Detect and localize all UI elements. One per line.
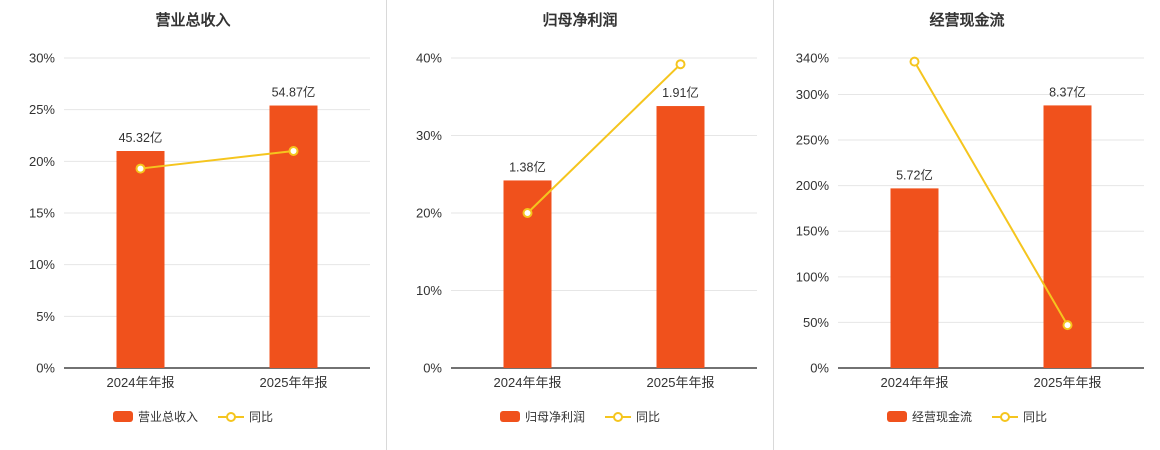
svg-text:10%: 10% [29,257,55,272]
svg-text:250%: 250% [796,133,830,148]
legend-line-label: 同比 [249,410,274,424]
svg-text:40%: 40% [416,51,442,66]
line-swatch-icon [218,411,244,422]
svg-text:5%: 5% [36,309,55,324]
svg-text:30%: 30% [29,51,55,66]
svg-text:150%: 150% [796,224,830,239]
svg-text:300%: 300% [796,87,830,102]
svg-text:20%: 20% [416,206,442,221]
bar-swatch-icon [886,411,907,422]
svg-text:1.38亿: 1.38亿 [509,159,546,174]
svg-text:8.37亿: 8.37亿 [1049,84,1086,99]
legend-item-cash-flow-bar[interactable]: 经营现金流 [886,408,972,425]
legend-bar-label: 营业总收入 [137,410,198,424]
svg-text:10%: 10% [416,283,442,298]
chart-panel-total-revenue: 营业总收入 0% 5% 10% 15% 20% 25% 30% 45.32亿 2024年年报 54… [0,0,386,450]
svg-text:50%: 50% [803,315,829,330]
legend-line-label: 同比 [1023,410,1048,424]
legend-item-cash-flow-yoy[interactable]: 同比 [992,408,1047,425]
legend-line-label: 同比 [636,410,661,424]
line-swatch-icon [605,411,631,422]
chart-title-net-profit: 归母净利润 [542,12,618,29]
svg-text:2025年年报: 2025年年报 [647,375,715,390]
chart-panel-operating-cash-flow: 经营现金流 0% 50% 100% 150% 200% 250% 300% 340% 5.72亿… [773,0,1160,450]
svg-text:2024年年报: 2024年年报 [494,375,562,390]
chart-legend-total-revenue: 营业总收入 同比 [112,408,273,425]
svg-text:0%: 0% [810,361,829,376]
svg-text:100%: 100% [796,269,830,284]
svg-text:15%: 15% [29,206,55,221]
line-swatch-icon [992,411,1018,422]
legend-item-revenue-yoy[interactable]: 同比 [218,408,273,425]
svg-text:200%: 200% [796,178,830,193]
svg-text:30%: 30% [416,128,442,143]
chart-title-total-revenue: 营业总收入 [155,12,231,29]
legend-bar-label: 经营现金流 [911,410,972,424]
svg-text:54.87亿: 54.87亿 [272,85,316,100]
line-marker-icon [613,411,623,422]
chart-legend-net-profit: 归母净利润 同比 [499,408,660,425]
chart-canvas-operating-cash-flow[interactable]: 0% 50% 100% 150% 200% 250% 300% 340% 5.72亿 2024年年… [774,34,1160,406]
svg-text:20%: 20% [29,154,55,169]
line-marker-icon [226,411,236,422]
svg-text:45.32亿: 45.32亿 [119,130,163,145]
svg-text:2024年年报: 2024年年报 [107,375,175,390]
svg-text:0%: 0% [36,361,55,376]
svg-text:340%: 340% [796,51,830,66]
chart-title-operating-cash-flow: 经营现金流 [929,12,1005,29]
svg-text:2024年年报: 2024年年报 [881,375,949,390]
bar-swatch-icon [499,411,520,422]
legend-item-revenue-bar[interactable]: 营业总收入 [112,408,198,425]
legend-item-net-profit-bar[interactable]: 归母净利润 [499,408,585,425]
svg-text:1.91亿: 1.91亿 [662,85,699,100]
svg-text:0%: 0% [423,361,442,376]
legend-item-net-profit-yoy[interactable]: 同比 [605,408,660,425]
svg-text:25%: 25% [29,102,55,117]
chart-panel-net-profit: 归母净利润 0% 10% 20% 30% 40% 1.38亿 2024年年报 1.91亿 202… [386,0,773,450]
svg-text:2025年年报: 2025年年报 [1034,375,1102,390]
svg-text:5.72亿: 5.72亿 [896,167,933,182]
chart-canvas-total-revenue[interactable]: 0% 5% 10% 15% 20% 25% 30% 45.32亿 2024年年报 54.87亿 20… [0,34,386,406]
chart-canvas-net-profit[interactable]: 0% 10% 20% 30% 40% 1.38亿 2024年年报 1.91亿 2025年年报 [387,34,773,406]
svg-text:2025年年报: 2025年年报 [260,375,328,390]
line-marker-icon [1000,411,1010,422]
bar-swatch-icon [112,411,133,422]
legend-bar-label: 归母净利润 [524,410,585,424]
chart-legend-operating-cash-flow: 经营现金流 同比 [886,408,1047,425]
